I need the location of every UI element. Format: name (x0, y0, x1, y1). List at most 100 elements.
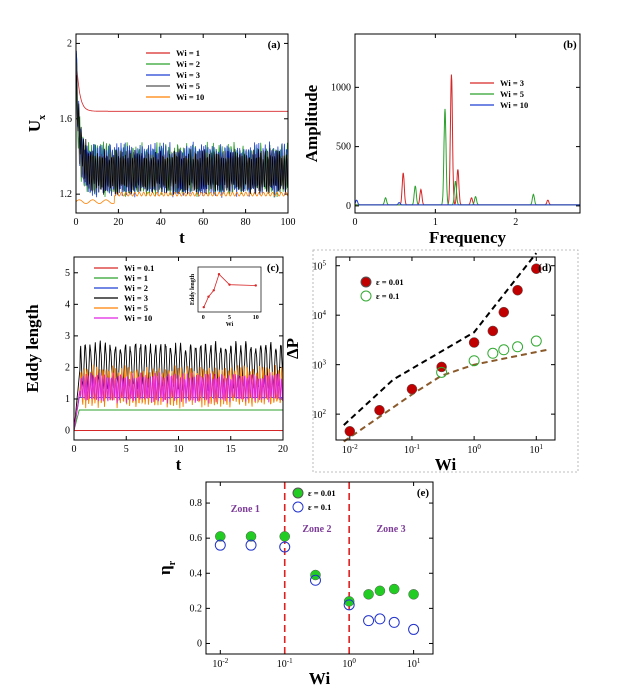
y-tick-label: 0.6 (190, 533, 203, 544)
panel-a: 0 20 40 60 80 100 1.2 1.6 2 (a) Wi = 1Wi = 2Wi = 3… (25, 33, 296, 247)
inset-frame (197, 266, 262, 313)
legend-marker (292, 487, 304, 499)
x-tick-label: 100 (342, 657, 356, 670)
legend-label: Wi = 1 (176, 48, 200, 58)
x-tick-label: 10-1 (404, 443, 420, 456)
y-tick-label: 104 (313, 309, 327, 322)
x-tick-label: 15 (226, 444, 236, 455)
plot-frame-b (354, 33, 581, 214)
panel-tag: (d) (538, 262, 552, 274)
panel-tag: (a) (268, 39, 281, 51)
panel-tag: (b) (563, 39, 577, 51)
legend-label: Wi = 10 (124, 313, 152, 323)
y-tick-label: 5 (65, 268, 70, 279)
legend-marker (292, 501, 304, 513)
y-axis-label: Amplitude (302, 84, 321, 162)
legend-label: Wi = 5 (124, 303, 148, 313)
x-tick-label: 0 (353, 217, 358, 228)
legend-marker (360, 276, 372, 288)
x-tick-label: 20 (278, 444, 288, 455)
legend-label: ε = 0.01 (376, 277, 404, 287)
panel-tag: (c) (267, 262, 280, 274)
y-tick-label: 0 (346, 201, 351, 212)
y-tick-label: 0 (65, 426, 70, 437)
x-tick-label: 100 (467, 443, 481, 456)
y-axis-label: ΔP (283, 338, 302, 359)
zone-label: Zone 3 (376, 524, 405, 535)
y-tick-label: 105 (313, 260, 327, 273)
series-line (73, 409, 283, 431)
series-line (75, 52, 288, 112)
data-point (512, 284, 523, 296)
data-point (245, 531, 257, 542)
x-tick-label: 101 (530, 443, 544, 456)
data-point (363, 615, 375, 627)
legend-label: ε = 0.1 (308, 502, 331, 512)
x-axis-label: Frequency (429, 228, 507, 247)
series-line (354, 199, 580, 206)
data-point (498, 306, 510, 318)
inset-ylabel: Eddy length (190, 273, 196, 305)
legend-label: Wi = 3 (176, 70, 200, 80)
x-tick-label: 5 (124, 444, 129, 455)
x-tick-label: 100 (281, 217, 296, 228)
panel-b: 0 1 2 0 500 1000 (b) Wi = 3Wi = 5Wi = 10 Frequen… (302, 33, 581, 247)
inset-x-tick: 0 (202, 315, 205, 321)
y-tick-label: 103 (313, 359, 327, 372)
x-axis-label: t (176, 455, 182, 474)
plot-frame-c (73, 256, 284, 441)
inset-line (203, 273, 256, 308)
y-tick-label: 102 (313, 408, 327, 421)
bound-line (343, 348, 548, 443)
data-point (408, 623, 420, 635)
y-tick-label: 0.8 (190, 498, 203, 509)
data-point (374, 613, 386, 625)
data-point (374, 404, 385, 416)
x-tick-label: 10-1 (277, 657, 293, 670)
y-tick-label: 500 (336, 142, 351, 153)
x-axis-label: Wi (435, 455, 457, 474)
legend-label: Wi = 5 (176, 81, 200, 91)
data-point (487, 325, 499, 337)
panel-d-border (312, 249, 579, 473)
series-line (75, 75, 289, 195)
x-axis-label: t (179, 228, 185, 247)
plot-frame-a (75, 33, 289, 214)
data-point (530, 335, 542, 347)
data-point (468, 337, 480, 348)
zone-label: Zone 2 (302, 524, 331, 535)
data-point (487, 347, 499, 359)
x-tick-label: 0 (74, 217, 79, 228)
y-tick-label: 2 (67, 38, 72, 49)
legend-label: ε = 0.01 (308, 488, 336, 498)
plot-frame-e (205, 481, 434, 655)
y-tick-label: 1.2 (60, 189, 73, 200)
inset-x-tick: 5 (228, 315, 231, 321)
x-tick-label: 80 (241, 217, 251, 228)
series-line (73, 372, 284, 431)
inset-point (202, 305, 205, 309)
zone-label: Zone 1 (231, 504, 260, 515)
plot-frame-d (335, 256, 556, 441)
x-tick-label: 60 (198, 217, 208, 228)
panel-e: 10-2 10-1 100 101 0 0.2 0.4 0.6 0.8 Zone 1 Zone 2 Z… (155, 481, 434, 688)
x-tick-label: 101 (407, 657, 421, 670)
y-tick-label: 0.2 (190, 603, 203, 614)
data-point (215, 531, 226, 542)
inset-point (228, 283, 231, 286)
y-tick-label: 1 (65, 394, 70, 405)
legend-label: Wi = 3 (124, 293, 148, 303)
data-point (363, 589, 374, 600)
data-point (408, 589, 419, 600)
series-line (75, 191, 289, 205)
y-tick-label: 3 (65, 331, 70, 342)
legend-label: Wi = 5 (500, 89, 524, 99)
x-tick-label: 1 (433, 217, 438, 228)
x-tick-label: 10 (174, 444, 184, 455)
x-tick-label: 2 (513, 217, 518, 228)
x-tick-label: 40 (156, 217, 166, 228)
y-tick-label: 1000 (331, 82, 351, 93)
inset-x-tick: 10 (253, 315, 259, 321)
bound-line (343, 252, 538, 426)
